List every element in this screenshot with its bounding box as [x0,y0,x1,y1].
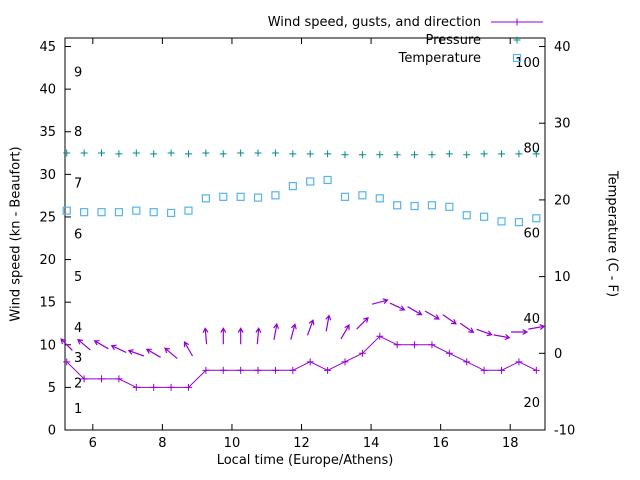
svg-text:5: 5 [48,381,56,396]
svg-text:6: 6 [74,228,82,243]
legend-sample-pressure [513,36,521,44]
svg-text:10: 10 [224,436,241,451]
svg-text:20: 20 [39,253,56,268]
beaufort-scale-labels: 1 2 3 4 5 6 7 8 9 [74,66,82,418]
svg-text:60: 60 [523,227,540,242]
legend-label-wind: Wind speed, gusts, and direction [267,14,481,30]
svg-text:5: 5 [74,270,82,285]
y-left-ticks: 0 5 10 15 20 25 30 35 40 45 [39,40,71,439]
gust-arrows-series [60,298,546,359]
y-axis-label-left: Wind speed (kn - Beaufort) [8,146,24,322]
svg-text:12: 12 [293,436,310,451]
svg-text:40: 40 [39,83,56,98]
legend-label-pressure: Pressure [425,32,481,48]
svg-text:40: 40 [523,312,540,327]
svg-text:8: 8 [74,125,82,140]
x-axis-label: Local time (Europe/Athens) [216,453,394,468]
svg-text:30: 30 [39,168,56,183]
legend: Wind speed, gusts, and direction Pressur… [268,13,545,67]
svg-text:18: 18 [502,436,519,451]
legend-entry-temperature: Temperature [399,49,545,67]
svg-text:6: 6 [89,436,97,451]
legend-sample-wind [491,18,543,26]
x-axis-ticks: 6 8 10 12 14 16 18 [89,38,519,451]
svg-text:40: 40 [554,40,571,55]
y-axis-label-right: Temperature (C - F) [604,170,620,298]
svg-text:-10: -10 [554,424,575,439]
svg-text:10: 10 [39,338,56,353]
plot-border [64,37,546,431]
wind-speed-series [63,332,540,391]
svg-text:25: 25 [39,210,56,225]
svg-text:20: 20 [554,193,571,208]
svg-text:100: 100 [515,56,540,71]
y-right-ticks: -10 0 10 20 30 40 [539,40,575,439]
svg-text:16: 16 [432,436,449,451]
svg-text:2: 2 [74,377,82,392]
svg-text:7: 7 [74,176,82,191]
svg-text:0: 0 [48,424,56,439]
svg-text:9: 9 [74,66,82,81]
temperature-series [62,175,541,227]
legend-entry-pressure: Pressure [425,31,545,49]
svg-text:1: 1 [74,402,82,417]
pressure-series [63,149,540,159]
svg-text:8: 8 [158,436,166,451]
svg-text:15: 15 [39,296,56,311]
svg-text:10: 10 [554,270,571,285]
svg-text:14: 14 [363,436,380,451]
legend-sample-temperature [512,53,522,63]
svg-text:4: 4 [74,321,82,336]
svg-text:20: 20 [523,396,540,411]
legend-label-temperature: Temperature [398,50,481,66]
svg-text:35: 35 [39,125,56,140]
svg-text:45: 45 [39,40,56,55]
svg-text:3: 3 [74,351,82,366]
svg-text:0: 0 [554,347,562,362]
legend-entry-wind: Wind speed, gusts, and direction [268,13,545,31]
svg-text:30: 30 [554,117,571,132]
